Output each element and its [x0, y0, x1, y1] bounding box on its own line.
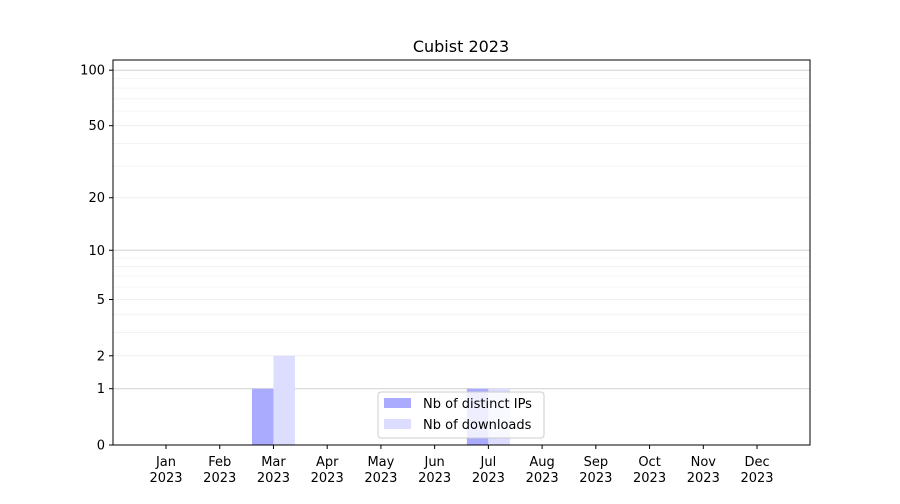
bar-downloads — [273, 355, 295, 445]
x-tick-label: 2023 — [149, 471, 182, 486]
x-tick-label: Aug — [529, 455, 554, 470]
x-tick-label: Jun — [423, 455, 444, 470]
x-tick-label: 2023 — [579, 471, 612, 486]
y-tick-label: 1 — [97, 382, 105, 397]
y-tick-label: 50 — [88, 119, 105, 134]
x-tick-label: Feb — [208, 455, 231, 470]
legend-label: Nb of distinct IPs — [423, 397, 532, 412]
legend-box — [377, 391, 545, 439]
x-tick-label: Nov — [691, 455, 717, 470]
legend-label: Nb of downloads — [423, 418, 532, 433]
x-tick-label: Apr — [316, 455, 339, 470]
x-tick-label: Sep — [584, 455, 609, 470]
x-tick-label: 2023 — [257, 471, 290, 486]
x-tick-label: Jan — [155, 455, 176, 470]
y-tick-label: 0 — [97, 439, 105, 454]
y-tick-label: 10 — [88, 244, 105, 259]
y-tick-label: 5 — [97, 293, 105, 308]
x-tick-label: 2023 — [687, 471, 720, 486]
y-tick-label: 100 — [80, 64, 105, 79]
x-tick-label: 2023 — [472, 471, 505, 486]
x-tick-label: Jul — [480, 455, 497, 470]
x-tick-label: 2023 — [418, 471, 451, 486]
x-tick-label: 2023 — [203, 471, 236, 486]
x-tick-label: 2023 — [633, 471, 666, 486]
legend-swatch — [384, 398, 411, 408]
x-tick-label: Oct — [638, 455, 660, 470]
x-tick-label: Mar — [261, 455, 286, 470]
axes-frame — [112, 59, 811, 446]
bar-distinct-ips — [251, 388, 274, 445]
x-tick-label: 2023 — [526, 471, 559, 486]
chart-title: Cubist 2023 — [413, 37, 509, 56]
y-tick-label: 20 — [88, 191, 105, 206]
y-tick-label: 2 — [97, 349, 105, 364]
x-tick-label: 2023 — [740, 471, 773, 486]
x-tick-label: 2023 — [311, 471, 344, 486]
x-tick-label: Dec — [744, 455, 769, 470]
legend: Nb of distinct IPs Nb of downloads — [377, 391, 545, 439]
legend-swatch — [384, 419, 411, 429]
x-tick-label: May — [367, 455, 394, 470]
x-tick-label: 2023 — [364, 471, 397, 486]
